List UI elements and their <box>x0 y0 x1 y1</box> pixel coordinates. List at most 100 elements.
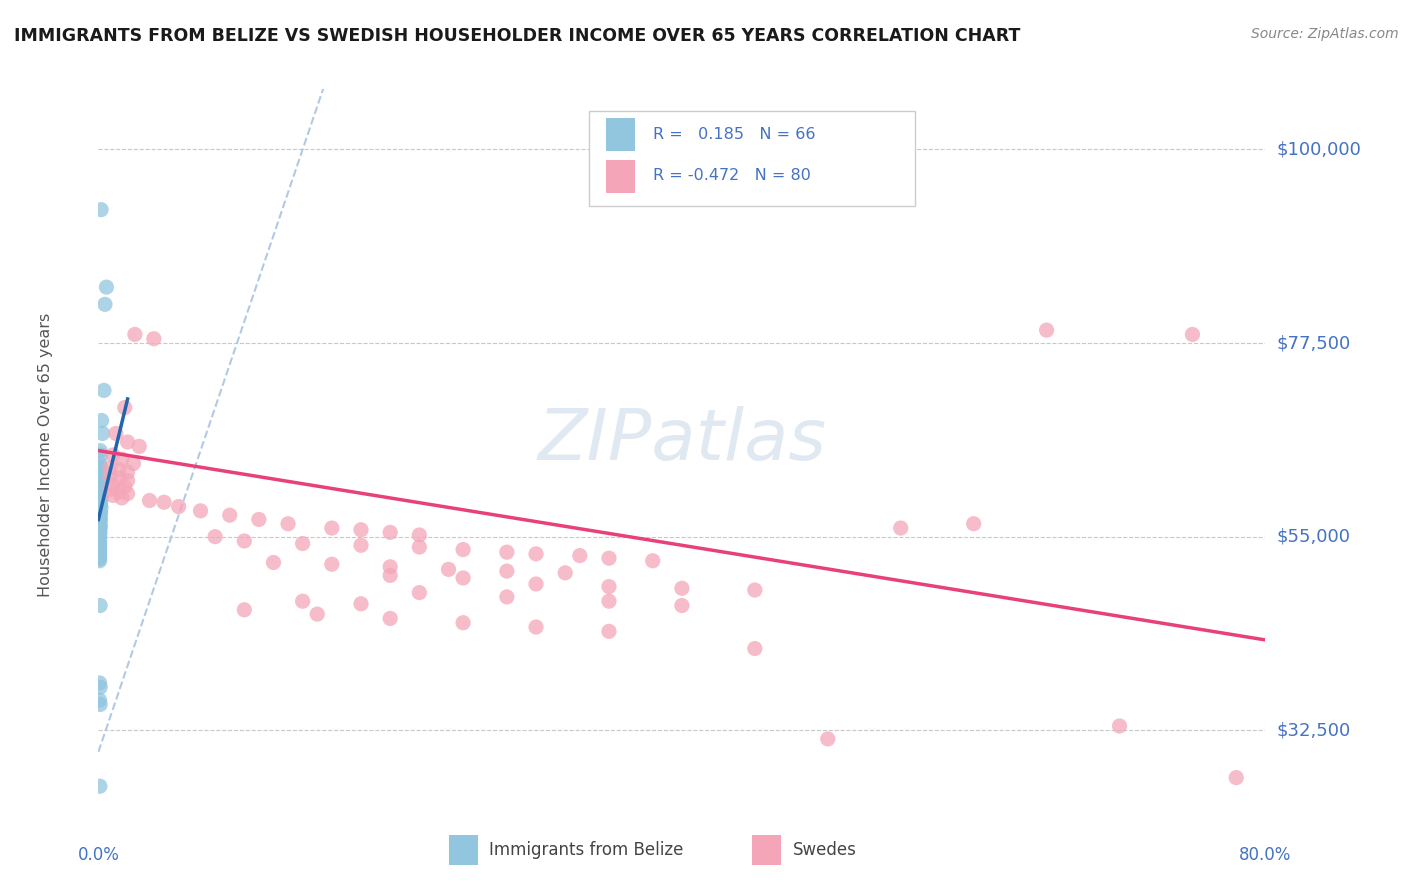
Point <box>247 512 270 526</box>
Point <box>89 549 111 563</box>
Bar <box>589 112 915 206</box>
Point <box>89 698 111 712</box>
Point <box>124 327 146 342</box>
Point <box>1225 771 1247 785</box>
Point <box>89 693 111 707</box>
Point <box>321 521 343 535</box>
Point <box>451 542 474 557</box>
Point <box>90 471 112 485</box>
Point <box>262 556 284 570</box>
Point <box>117 465 139 479</box>
Text: $32,500: $32,500 <box>1277 722 1351 739</box>
Point <box>90 202 112 217</box>
Text: $77,500: $77,500 <box>1277 334 1351 352</box>
Point <box>90 506 112 520</box>
Point <box>233 533 256 548</box>
Text: Householder Income Over 65 years: Householder Income Over 65 years <box>38 313 53 597</box>
Point <box>89 533 111 548</box>
Point <box>89 465 111 479</box>
Point <box>89 493 111 508</box>
Point <box>89 460 111 475</box>
Point <box>89 497 111 511</box>
Point <box>90 474 112 488</box>
Point <box>307 607 329 621</box>
Point <box>89 469 111 483</box>
Point <box>89 538 111 552</box>
Text: Source: ZipAtlas.com: Source: ZipAtlas.com <box>1251 27 1399 41</box>
Point <box>524 547 547 561</box>
Point <box>89 491 111 506</box>
Point <box>598 580 620 594</box>
Point <box>98 460 121 475</box>
Point <box>89 530 111 544</box>
Point <box>89 779 111 793</box>
Point <box>111 452 134 467</box>
Bar <box>606 161 636 193</box>
Point <box>89 443 111 458</box>
Point <box>111 491 134 505</box>
Point <box>89 512 111 526</box>
Point <box>89 508 111 523</box>
Point <box>98 483 121 497</box>
Point <box>277 516 299 531</box>
Text: 0.0%: 0.0% <box>77 846 120 863</box>
Point <box>89 545 111 559</box>
Text: $100,000: $100,000 <box>1277 140 1361 159</box>
Point <box>744 582 766 597</box>
Bar <box>606 119 636 152</box>
Point <box>671 582 693 596</box>
Point <box>108 462 131 476</box>
Point <box>90 500 112 515</box>
Point <box>495 545 517 559</box>
Point <box>101 448 124 462</box>
Point <box>190 504 212 518</box>
Point <box>89 504 111 518</box>
Point <box>89 523 111 537</box>
Point <box>89 541 111 556</box>
Point <box>96 280 118 294</box>
Point <box>641 554 664 568</box>
Point <box>91 426 114 441</box>
Point <box>89 524 111 539</box>
Text: $55,000: $55,000 <box>1277 528 1351 546</box>
Point <box>90 483 112 498</box>
Point <box>291 594 314 608</box>
Bar <box>752 835 782 864</box>
Point <box>89 484 111 499</box>
Text: IMMIGRANTS FROM BELIZE VS SWEDISH HOUSEHOLDER INCOME OVER 65 YEARS CORRELATION C: IMMIGRANTS FROM BELIZE VS SWEDISH HOUSEH… <box>14 27 1021 45</box>
Point <box>89 480 111 494</box>
Point <box>89 547 111 561</box>
Point <box>204 530 226 544</box>
Point <box>408 585 430 599</box>
Point <box>437 562 460 576</box>
Point <box>378 559 402 574</box>
Point <box>568 549 591 563</box>
Point <box>89 536 111 550</box>
Point <box>89 510 111 524</box>
Point <box>89 516 111 530</box>
Point <box>94 297 117 311</box>
Point <box>89 508 111 522</box>
Point <box>89 540 111 554</box>
Point <box>554 566 576 580</box>
Point <box>495 564 517 578</box>
Point <box>108 484 131 499</box>
Point <box>167 500 190 514</box>
Point <box>495 590 517 604</box>
Point <box>89 457 111 471</box>
Text: ZIPatlas: ZIPatlas <box>537 406 827 475</box>
Point <box>524 620 547 634</box>
Point <box>114 480 136 494</box>
Point <box>817 731 839 746</box>
Point <box>408 528 430 542</box>
Point <box>89 502 111 516</box>
Point <box>89 526 111 541</box>
Point <box>962 516 984 531</box>
Point <box>233 603 256 617</box>
Point <box>98 469 121 483</box>
Point <box>117 486 139 500</box>
Point <box>89 514 111 528</box>
Point <box>108 471 131 485</box>
Point <box>89 528 111 542</box>
Point <box>90 482 112 496</box>
